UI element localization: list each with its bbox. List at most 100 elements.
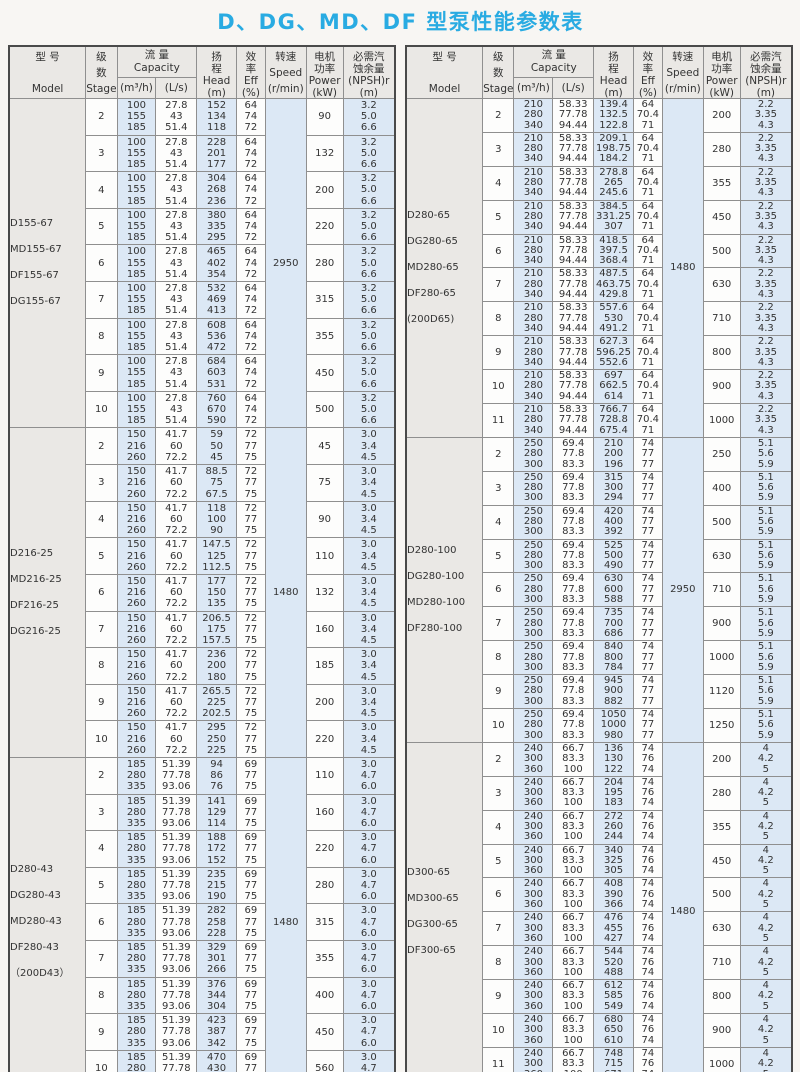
eff-value: 74 <box>641 742 655 754</box>
head-value: 675.4 <box>599 424 628 436</box>
npsh-value: 6.6 <box>360 342 377 354</box>
npsh-value: 3.0 <box>360 942 377 954</box>
capacity-m3h-cell: 210 280 340 <box>513 165 554 201</box>
eff-value: 70.4 <box>636 244 660 256</box>
capacity-ls-value: 94.44 <box>558 390 588 402</box>
stage-cell: 8 <box>85 976 118 1015</box>
pump-table-right: 型 号 Model 级数 Stage 流 量 Capacity 扬程 Head (m) 效率 Eff… <box>405 45 793 1072</box>
capacity-ls-value: 60 <box>169 587 183 599</box>
head-value: 198.75 <box>596 143 632 155</box>
col-header-stage-en: Stage <box>483 82 514 95</box>
npsh-cell: 2.2 3.35 4.3 <box>739 233 793 269</box>
eff-value: 64 <box>244 319 258 331</box>
head-value: 90 <box>210 525 223 537</box>
stage-cell: 8 <box>85 317 118 356</box>
npsh-value: 2.2 <box>757 99 774 110</box>
col-header-npsh-en: (m) <box>359 86 379 99</box>
head-value: 490 <box>603 560 624 572</box>
col-header-head-text: 扬程 Head (m) <box>595 51 633 98</box>
capacity-ls-value: 83.3 <box>562 661 585 673</box>
capacity-m3h-value: 155 <box>126 367 147 379</box>
eff-value: 75 <box>244 964 258 976</box>
capacity-m3h-value: 185 <box>126 232 147 244</box>
capacity-m3h-value: 240 <box>523 946 543 958</box>
head-value: 180 <box>207 671 227 683</box>
head-value: 195 <box>603 787 624 799</box>
capacity-ls-value: 41.7 <box>165 575 188 587</box>
head-value: 135 <box>207 598 227 610</box>
table-header: 型 号 Model 级数 Stage 流 量 Capacity 扬程 Head (m) 效率 Eff… <box>8 45 396 99</box>
eff-value: 74 <box>641 966 655 978</box>
stage-row: 9 100 155 185 27.8 43 51.4 684 603 531 64 74 72 450 3.… <box>9 354 396 392</box>
npsh-value: 3.0 <box>360 978 377 990</box>
npsh-value: 2.2 <box>757 268 774 280</box>
eff-value: 69 <box>244 1015 258 1027</box>
stage-cell: 6 <box>85 244 118 283</box>
head-value: 305 <box>603 865 624 877</box>
head-value: 469 <box>207 294 227 306</box>
capacity-ls-value: 77.78 <box>161 843 191 855</box>
npsh-value: 3.2 <box>360 209 377 221</box>
eff-value: 77 <box>641 627 655 639</box>
head-cell: 188 172 152 <box>196 830 237 868</box>
head-cell: 272 260 244 <box>593 809 634 845</box>
capacity-m3h-value: 300 <box>523 661 543 673</box>
capacity-ls-value: 77.78 <box>161 880 191 891</box>
npsh-value: 5.9 <box>757 492 774 504</box>
capacity-m3h-value: 216 <box>126 587 147 599</box>
eff-value: 74 <box>244 294 258 306</box>
head-value: 366 <box>603 899 624 911</box>
col-header-speed-en: (r/min) <box>664 82 701 95</box>
model-name: MD300-65 <box>407 892 459 904</box>
head-cell: 235 215 190 <box>196 866 237 905</box>
npsh-value: 2.2 <box>757 132 774 144</box>
head-value: 125 <box>207 550 227 562</box>
head-value: 680 <box>603 1014 624 1026</box>
eff-value: 74 <box>244 404 258 416</box>
npsh-value: 4.7 <box>360 1026 377 1038</box>
npsh-cell: 5.1 5.6 5.9 <box>739 572 793 608</box>
head-value: 139.4 <box>599 99 628 110</box>
capacity-m3h-value: 150 <box>126 685 147 697</box>
capacity-m3h-cell: 210 280 340 <box>513 301 554 337</box>
capacity-ls-value: 69.4 <box>562 709 585 721</box>
capacity-ls-value: 66.7 <box>562 810 585 822</box>
head-value: 315 <box>603 471 624 483</box>
col-header-speed: 转速 Speed (r/min) <box>661 45 704 99</box>
power-cell: 315 <box>305 281 344 319</box>
power-cell: 220 <box>305 720 344 758</box>
capacity-ls-cell: 41.7 60 72.2 <box>155 427 198 466</box>
npsh-value: 5.9 <box>757 661 774 673</box>
npsh-value: 3.0 <box>360 685 377 697</box>
head-cell: 630 600 588 <box>593 572 634 608</box>
power-cell: 1000 <box>702 1046 741 1072</box>
npsh-value: 5.1 <box>757 573 774 585</box>
power-cell: 800 <box>702 979 741 1015</box>
head-cell: 748715671 <box>593 1046 634 1072</box>
head-value: 130 <box>603 753 624 765</box>
col-header-stage-zh: 级 <box>96 50 107 63</box>
model-name: MD280-100 <box>407 596 466 608</box>
capacity-m3h-value: 185 <box>126 268 147 280</box>
eff-value: 72 <box>244 268 258 280</box>
npsh-value: 6.0 <box>360 1037 377 1049</box>
capacity-m3h-value: 216 <box>126 733 147 745</box>
capacity-ls-value: 83.3 <box>562 888 585 900</box>
col-header-power: 电机 功率 Power (kW) <box>702 45 741 99</box>
capacity-ls-value: 60 <box>169 513 183 525</box>
npsh-value: 4.3 <box>757 255 774 267</box>
head-value: 380 <box>207 209 227 221</box>
col-header-speed-text: 转速 Speed (r/min) <box>266 51 305 95</box>
head-value: 266 <box>207 964 227 976</box>
capacity-m3h-value: 360 <box>523 797 543 809</box>
model-name: DF280-43 <box>10 942 59 954</box>
npsh-cell: 3.2 5.0 6.6 <box>342 317 396 356</box>
eff-value: 76 <box>641 990 655 1002</box>
capacity-ls-value: 94.44 <box>558 289 588 301</box>
stage-row: 3 240 300 360 66.7 83.3 100 204 195 183 74 76 74 280 4… <box>406 775 793 811</box>
head-value: 627.3 <box>599 336 628 348</box>
head-cell: 118 100 90 <box>196 500 237 539</box>
head-value: 368.4 <box>599 255 628 267</box>
